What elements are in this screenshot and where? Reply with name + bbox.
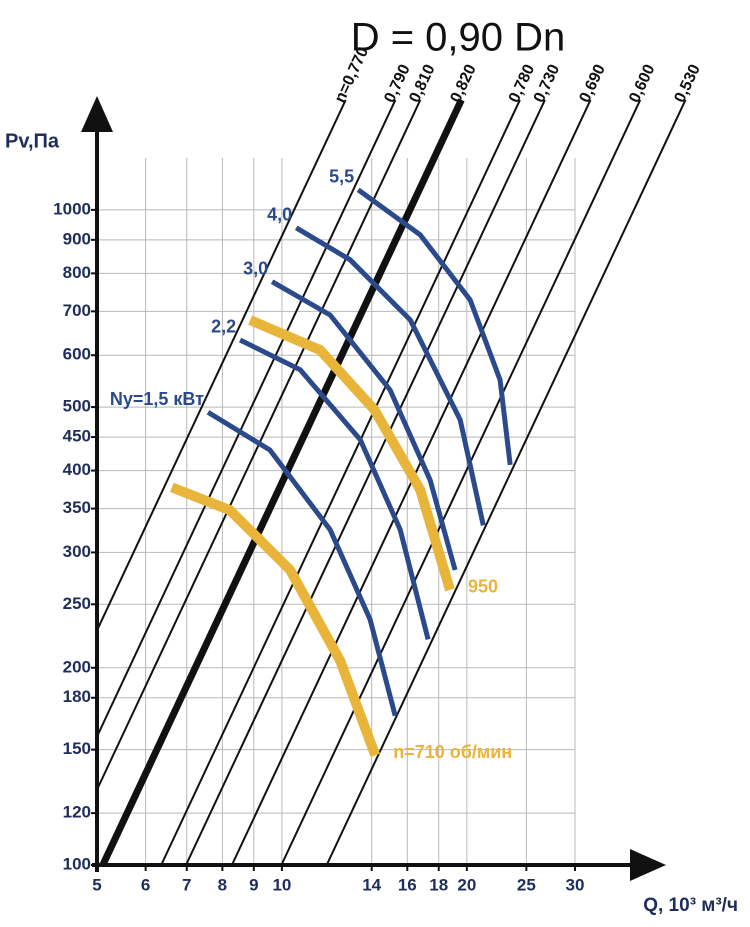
x-tick-label: 18 <box>429 875 448 894</box>
efficiency-line <box>97 99 347 633</box>
x-tick-label: 5 <box>92 875 101 894</box>
y-tick-label: 800 <box>63 263 91 282</box>
x-tick-label: 9 <box>249 875 258 894</box>
x-tick-label: 6 <box>141 875 150 894</box>
x-tick-label: 20 <box>457 875 476 894</box>
speed-label: 950 <box>468 577 498 597</box>
y-tick-label: 1000 <box>53 199 91 218</box>
power-label: 5,5 <box>329 167 354 187</box>
efficiency-line <box>99 98 465 865</box>
chart-title: D = 0,90 Dn <box>351 16 566 60</box>
speed-label: n=710 об/мин <box>393 742 512 762</box>
x-tick-label: 10 <box>272 875 291 894</box>
power-label: 2,2 <box>211 317 236 337</box>
x-tick-label: 14 <box>362 875 381 894</box>
efficiency-label: 0,820 <box>447 62 479 106</box>
efficiency-line <box>160 99 521 865</box>
y-tick-label: 350 <box>63 498 91 517</box>
x-tick-label: 7 <box>182 875 191 894</box>
y-tick-label: 100 <box>63 854 91 873</box>
performance-curve <box>206 410 398 717</box>
performance-curve <box>248 315 455 592</box>
curves <box>170 187 513 758</box>
efficiency-label: 0,600 <box>626 62 658 106</box>
performance-curve <box>356 187 513 466</box>
y-tick-label: 150 <box>63 739 91 758</box>
y-tick-label: 200 <box>63 657 91 676</box>
y-tick-label: 180 <box>63 687 91 706</box>
x-tick-label: 25 <box>517 875 536 894</box>
y-tick-label: 400 <box>63 460 91 479</box>
x-tick-label: 30 <box>566 875 585 894</box>
efficiency-line <box>325 99 687 865</box>
power-label: 4,0 <box>267 205 292 225</box>
x-tick-label: 16 <box>398 875 417 894</box>
performance-curve <box>170 482 380 758</box>
y-tick-label: 450 <box>63 427 91 446</box>
y-tick-label: 120 <box>63 803 91 822</box>
power-label: Ny=1,5 кВт <box>110 389 204 409</box>
y-tick-label: 300 <box>63 542 91 561</box>
y-tick-label: 500 <box>63 397 91 416</box>
efficiency-label: 0,530 <box>672 62 704 106</box>
y-tick-label: 600 <box>63 345 91 364</box>
performance-curve <box>270 279 458 571</box>
x-tick-label: 8 <box>218 875 227 894</box>
x-axis-label: Q, 10³ м³/ч <box>643 895 738 916</box>
power-label: 3,0 <box>243 258 268 278</box>
y-axis-label: Pv,Па <box>5 130 60 152</box>
efficiency-line <box>280 99 642 865</box>
y-tick-label: 700 <box>63 301 91 320</box>
efficiency-line <box>185 99 546 865</box>
y-tick-label: 900 <box>63 229 91 248</box>
efficiency-line <box>97 99 397 739</box>
performance-curve <box>294 225 486 526</box>
performance-curve <box>238 337 431 641</box>
y-tick-label: 250 <box>63 594 91 613</box>
efficiency-lines <box>97 98 687 865</box>
efficiency-line <box>97 99 422 793</box>
efficiency-label: 0,690 <box>577 62 609 106</box>
